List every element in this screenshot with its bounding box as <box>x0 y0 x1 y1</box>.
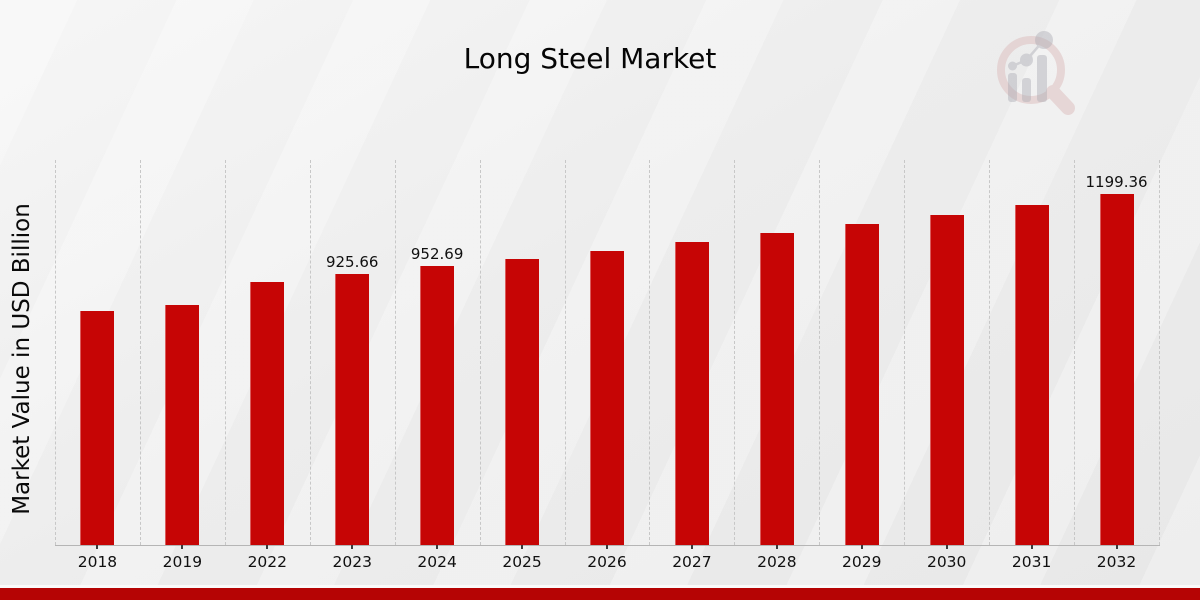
x-axis-tick <box>96 545 99 549</box>
x-tick-label-2027: 2027 <box>672 553 712 571</box>
bar-value-label: 952.69 <box>410 245 464 264</box>
bar-2031 <box>1014 204 1049 545</box>
logo-bars-icon <box>1008 31 1053 102</box>
bar-2032 <box>1099 193 1134 545</box>
x-axis-tick <box>521 545 524 549</box>
plot-area: 925.66 952.69 1199.36 <box>55 160 1160 545</box>
footer-stripe <box>0 588 1200 600</box>
x-tick-label-2029: 2029 <box>842 553 882 571</box>
x-axis-tick <box>945 545 948 549</box>
gridline <box>734 160 736 545</box>
gridline <box>479 160 481 545</box>
gridline <box>309 160 311 545</box>
gridline <box>904 160 906 545</box>
x-tick-label-2022: 2022 <box>247 553 288 571</box>
bar-2022 <box>250 281 285 545</box>
x-tick-label-2026: 2026 <box>587 553 627 571</box>
gridline <box>55 160 56 545</box>
bar-2029 <box>844 224 879 545</box>
x-tick-label-2028: 2028 <box>757 553 797 571</box>
magnifier-ring-icon <box>997 36 1065 104</box>
gridline <box>819 160 821 545</box>
x-axis-tick <box>1030 545 1033 549</box>
bar-2023 <box>335 274 370 545</box>
gridline <box>649 160 651 545</box>
x-axis-tick <box>266 545 269 549</box>
bar-value-label: 925.66 <box>325 252 379 271</box>
x-axis-tick <box>606 545 608 549</box>
gridline <box>1074 160 1076 545</box>
bar-2025 <box>505 258 540 545</box>
gridline <box>224 160 226 545</box>
gridline <box>394 160 396 545</box>
x-tick-label-2030: 2030 <box>926 553 967 571</box>
gridline <box>564 160 566 545</box>
x-axis-tick <box>690 545 693 549</box>
x-axis-tick <box>181 545 184 549</box>
gridline <box>989 160 991 545</box>
bar-2026 <box>590 250 624 545</box>
x-axis-tick <box>775 545 778 549</box>
gridline <box>139 160 141 545</box>
x-tick-label-2024: 2024 <box>417 553 457 571</box>
bar-2030 <box>929 214 964 545</box>
x-axis-tick <box>860 545 863 549</box>
bar-2018 <box>80 310 115 545</box>
magnifier-handle-icon <box>1046 85 1075 115</box>
x-tick-label-2018: 2018 <box>77 553 118 571</box>
x-tick-label-2019: 2019 <box>162 553 203 571</box>
gridline <box>1159 160 1160 545</box>
bar-value-label: 1199.36 <box>1085 172 1148 191</box>
x-tick-label-2025: 2025 <box>502 553 542 571</box>
brand-logo-watermark-icon <box>997 31 1075 115</box>
x-tick-label-2032: 2032 <box>1096 553 1137 571</box>
bar-2027 <box>674 242 709 545</box>
x-tick-label-2031: 2031 <box>1011 553 1052 571</box>
x-axis-tick <box>1115 545 1118 549</box>
x-tick-label-2023: 2023 <box>332 553 372 571</box>
bar-2028 <box>759 232 794 545</box>
chart-title: Long Steel Market <box>463 42 717 75</box>
x-axis-tick <box>351 545 354 549</box>
bar-2019 <box>165 304 200 545</box>
bar-2024 <box>420 266 455 545</box>
y-axis-label: Market Value in USD Billion <box>9 203 35 515</box>
x-axis-tick <box>436 545 439 549</box>
footer-gap <box>0 585 1200 588</box>
